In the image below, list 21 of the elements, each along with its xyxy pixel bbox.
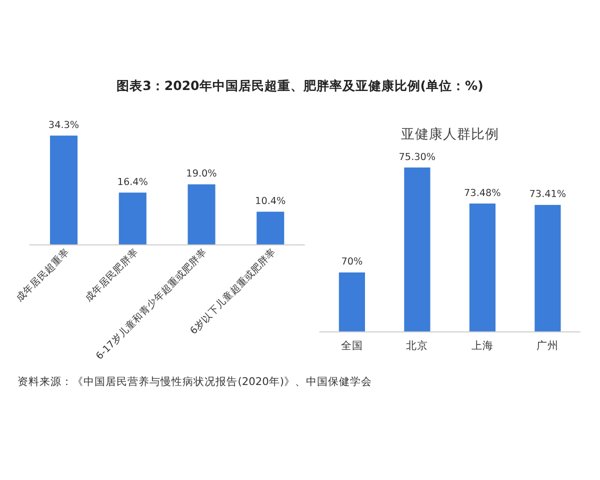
data-label: 19.0% [186,168,217,180]
data-label: 75.30% [398,152,436,163]
x-tick-label: 广州 [536,339,559,352]
x-tick-label: 北京 [406,339,428,352]
x-tick-label: 全国 [340,339,363,352]
chart-title: 亚健康人群比例 [400,126,499,142]
data-label: 70% [341,256,363,268]
x-tick-label: 上海 [471,339,494,352]
bar [50,136,78,245]
x-tick-label: 成年居民肥胖率 [82,246,141,304]
data-label: 16.4% [117,176,148,188]
x-tick-label: 成年居民超重率 [14,246,72,304]
data-label: 34.3% [48,120,80,131]
bar [118,192,146,245]
bar [256,212,284,245]
data-label: 73.48% [464,188,501,199]
data-label: 10.4% [255,196,286,207]
data-label: 73.41% [529,189,566,200]
chart-title: 图表3：2020年中国居民超重、肥胖率及亚健康比例(单位：%) [116,78,484,94]
text: 资料来源：《中国居民营养与慢性病状况报告(2020年)》、中国保健学会 [18,375,372,388]
bar [188,184,216,245]
